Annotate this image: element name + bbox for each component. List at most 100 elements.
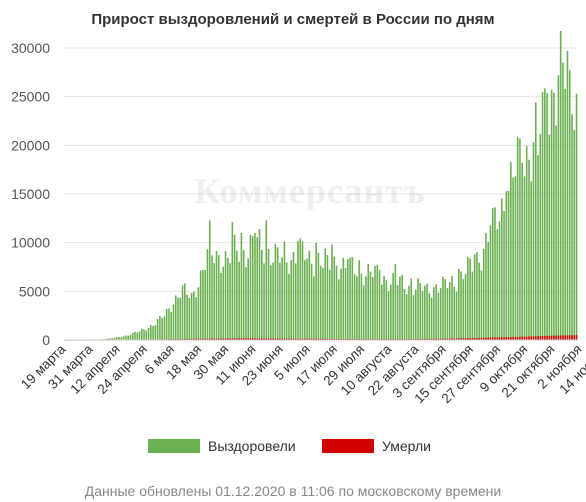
death-bar <box>460 338 462 340</box>
recovered-bar <box>426 283 428 340</box>
death-bar <box>279 338 281 340</box>
legend-item-recovered[interactable]: Выздоровели <box>148 438 296 454</box>
legend-swatch-recovered <box>148 439 200 453</box>
death-bar <box>204 338 206 340</box>
death-bar <box>283 338 286 340</box>
recovered-bar <box>550 89 553 340</box>
legend-item-deaths[interactable]: Умерли <box>322 438 431 454</box>
death-bar <box>548 335 551 340</box>
death-bar <box>439 338 442 340</box>
death-bar <box>464 338 467 340</box>
recovered-bar <box>188 298 191 340</box>
recovered-bar <box>381 284 383 340</box>
death-bar <box>211 338 213 340</box>
recovered-bar <box>328 269 331 340</box>
death-bar <box>242 338 245 340</box>
death-bar <box>512 337 514 340</box>
death-bar <box>489 337 492 340</box>
death-bar <box>430 338 433 340</box>
recovered-bar <box>457 268 460 340</box>
death-bar <box>238 338 240 340</box>
recovered-bar <box>199 270 202 340</box>
recovered-bar <box>424 285 426 340</box>
recovered-bar <box>159 315 161 340</box>
recovered-bar <box>356 276 358 340</box>
recovered-bar <box>211 255 213 340</box>
death-bar <box>498 337 501 340</box>
recovered-bar <box>444 279 446 340</box>
recovered-bar <box>564 88 566 340</box>
death-bar <box>272 338 274 340</box>
recovered-bar <box>127 335 129 340</box>
recovered-bar <box>394 264 397 340</box>
recovered-bar <box>412 295 415 340</box>
recovered-bar <box>279 262 281 340</box>
recovered-bar <box>487 242 490 340</box>
recovered-bar <box>172 304 175 340</box>
recovered-bar <box>512 177 514 340</box>
death-bar <box>247 338 249 340</box>
death-bar <box>455 338 458 340</box>
death-bar <box>446 338 449 340</box>
death-bar <box>206 338 209 340</box>
recovered-bar <box>548 134 551 340</box>
death-bar <box>575 335 578 340</box>
death-bar <box>290 338 293 340</box>
death-bar <box>240 338 243 340</box>
recovered-bar <box>362 285 365 340</box>
death-bar <box>534 336 537 340</box>
recovered-bar <box>390 284 392 340</box>
y-tick-label: 0 <box>42 332 50 348</box>
watermark: Коммерсантъ <box>194 171 426 211</box>
recovered-bar <box>152 325 154 340</box>
recovered-bar <box>568 70 571 340</box>
death-bar <box>231 338 234 340</box>
recovered-bar <box>573 129 576 340</box>
recovered-bar <box>281 257 283 340</box>
recovered-bar <box>276 247 279 340</box>
death-bar <box>559 335 562 340</box>
death-bar <box>199 338 202 340</box>
death-bar <box>553 335 555 340</box>
recovered-bar <box>383 275 385 340</box>
recovered-bar <box>186 294 188 340</box>
death-bar <box>254 338 256 340</box>
recovered-bar <box>306 258 308 340</box>
recovered-bar <box>161 318 163 340</box>
recovered-bar <box>154 325 157 340</box>
recovered-bar <box>491 208 494 340</box>
recovered-bar <box>147 328 150 340</box>
death-bar <box>537 336 539 340</box>
recovered-bar <box>501 198 503 340</box>
recovered-bar <box>347 259 349 340</box>
recovered-bar <box>270 265 272 340</box>
recovered-bar <box>417 278 419 340</box>
recovered-bar <box>145 330 148 340</box>
recovered-bar <box>471 271 474 340</box>
recovered-bar <box>322 268 324 340</box>
recovered-bar <box>245 267 247 340</box>
death-bar <box>568 335 571 340</box>
recovered-bar <box>399 276 401 340</box>
death-bar <box>494 337 496 340</box>
death-bar <box>301 338 304 340</box>
recovered-bar <box>358 260 360 340</box>
death-bar <box>541 336 544 340</box>
death-bar <box>193 338 195 340</box>
recovered-bar <box>181 285 184 340</box>
recovered-bar <box>163 316 166 340</box>
recovered-bar <box>562 62 564 340</box>
recovered-bar <box>184 283 186 340</box>
recovered-bar <box>446 287 449 340</box>
death-bar <box>573 335 576 340</box>
death-bar <box>457 338 460 340</box>
death-bar <box>326 338 329 340</box>
death-bar <box>297 338 299 340</box>
recovered-bar <box>365 276 367 340</box>
recovered-bar <box>473 254 476 340</box>
recovered-bar <box>131 332 134 340</box>
y-tick-label: 15000 <box>11 186 50 202</box>
y-tick-label: 10000 <box>11 235 50 251</box>
death-bar <box>317 338 320 340</box>
death-bar <box>519 336 521 340</box>
